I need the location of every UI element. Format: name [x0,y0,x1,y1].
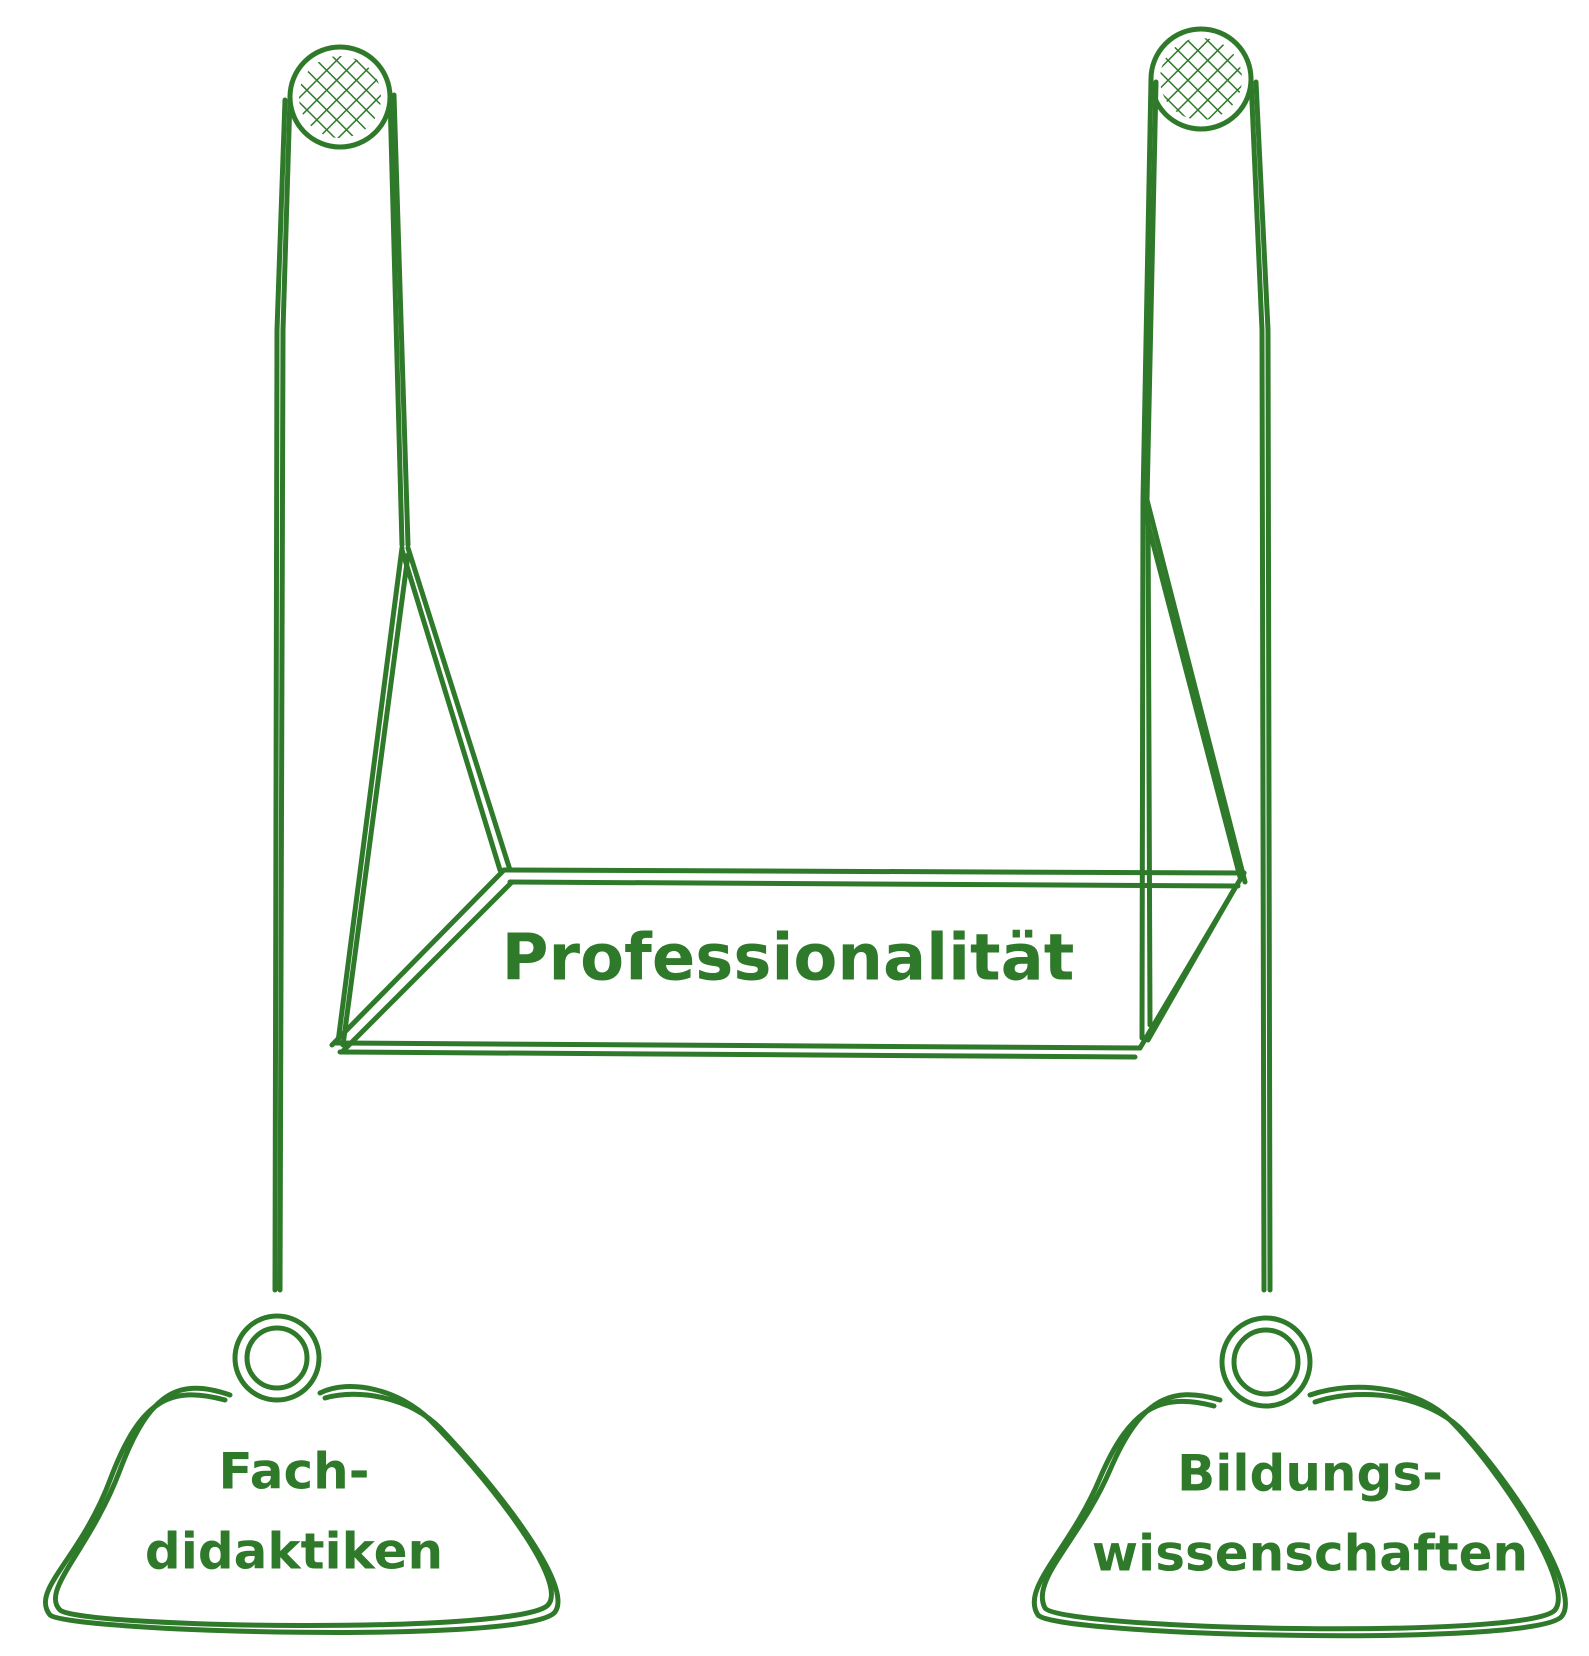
left-weight [42,1313,561,1635]
right-weight [1031,1315,1568,1639]
seat-label: Professionalität [502,922,1075,996]
right-weight-label-line1: Bildungs- [1177,1445,1443,1503]
right-post [1139,26,1273,1293]
swing-seat [329,867,1247,1060]
left-post [272,44,513,1293]
right-weight-label-line2: wissenschaften [1092,1525,1528,1583]
left-weight-label-line2: didaktiken [145,1523,443,1581]
left-weight-label-line1: Fach- [219,1443,370,1501]
